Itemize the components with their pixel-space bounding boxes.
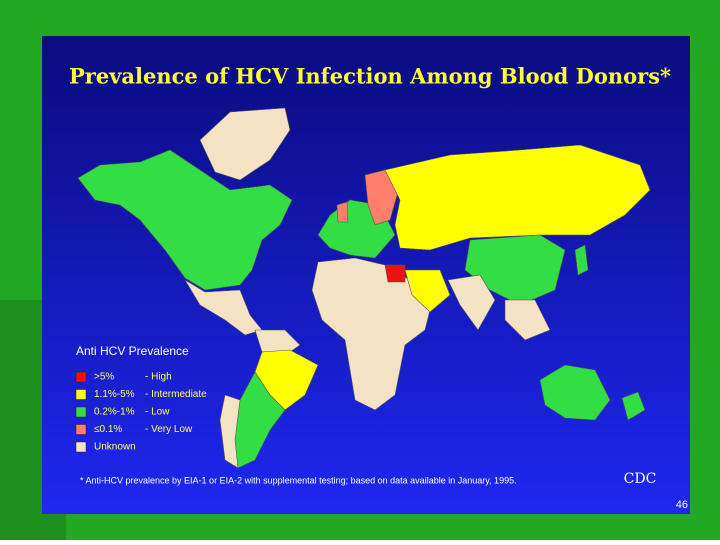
page-number: 46 (676, 499, 688, 511)
legend-range: 0.2%-1% (94, 407, 135, 418)
map-region (199, 107, 291, 181)
legend-label: - High (145, 372, 172, 383)
legend-range: Unknown (94, 442, 136, 453)
legend-swatch (75, 406, 87, 418)
map-region (77, 149, 293, 291)
map-region (464, 234, 566, 306)
map-region (574, 244, 589, 276)
legend-label: - Low (145, 407, 170, 418)
map-region (447, 274, 496, 331)
map-region (384, 144, 651, 251)
map-region (504, 299, 551, 341)
legend-label: - Intermediate (145, 389, 207, 400)
legend-swatch (75, 371, 87, 383)
legend-title: Anti HCV Prevalence (76, 344, 189, 358)
map-region (621, 391, 646, 421)
legend-label: - Very Low (145, 424, 193, 435)
map-region (404, 269, 451, 313)
map-region (384, 264, 406, 283)
world-map (77, 107, 651, 469)
legend-swatch (75, 441, 87, 453)
legend-swatch (75, 389, 87, 400)
legend-range: 1.1%-5% (94, 389, 135, 400)
footnote: * Anti-HCV prevalence by EIA-1 or EIA-2 … (80, 475, 517, 485)
map-region (539, 364, 611, 421)
logo: CDC (624, 471, 657, 487)
map-region (254, 329, 301, 353)
legend-range: ≤0.1% (94, 424, 122, 435)
legend-swatch (75, 424, 87, 435)
legend-range: >5% (94, 372, 114, 383)
map-region (219, 394, 241, 469)
map-region (336, 201, 349, 223)
title: Prevalence of HCV Infection Among Blood … (69, 64, 671, 89)
legend: >5% - High 1.1%-5% - Intermediate 0.2%-1% - L… (75, 371, 207, 453)
